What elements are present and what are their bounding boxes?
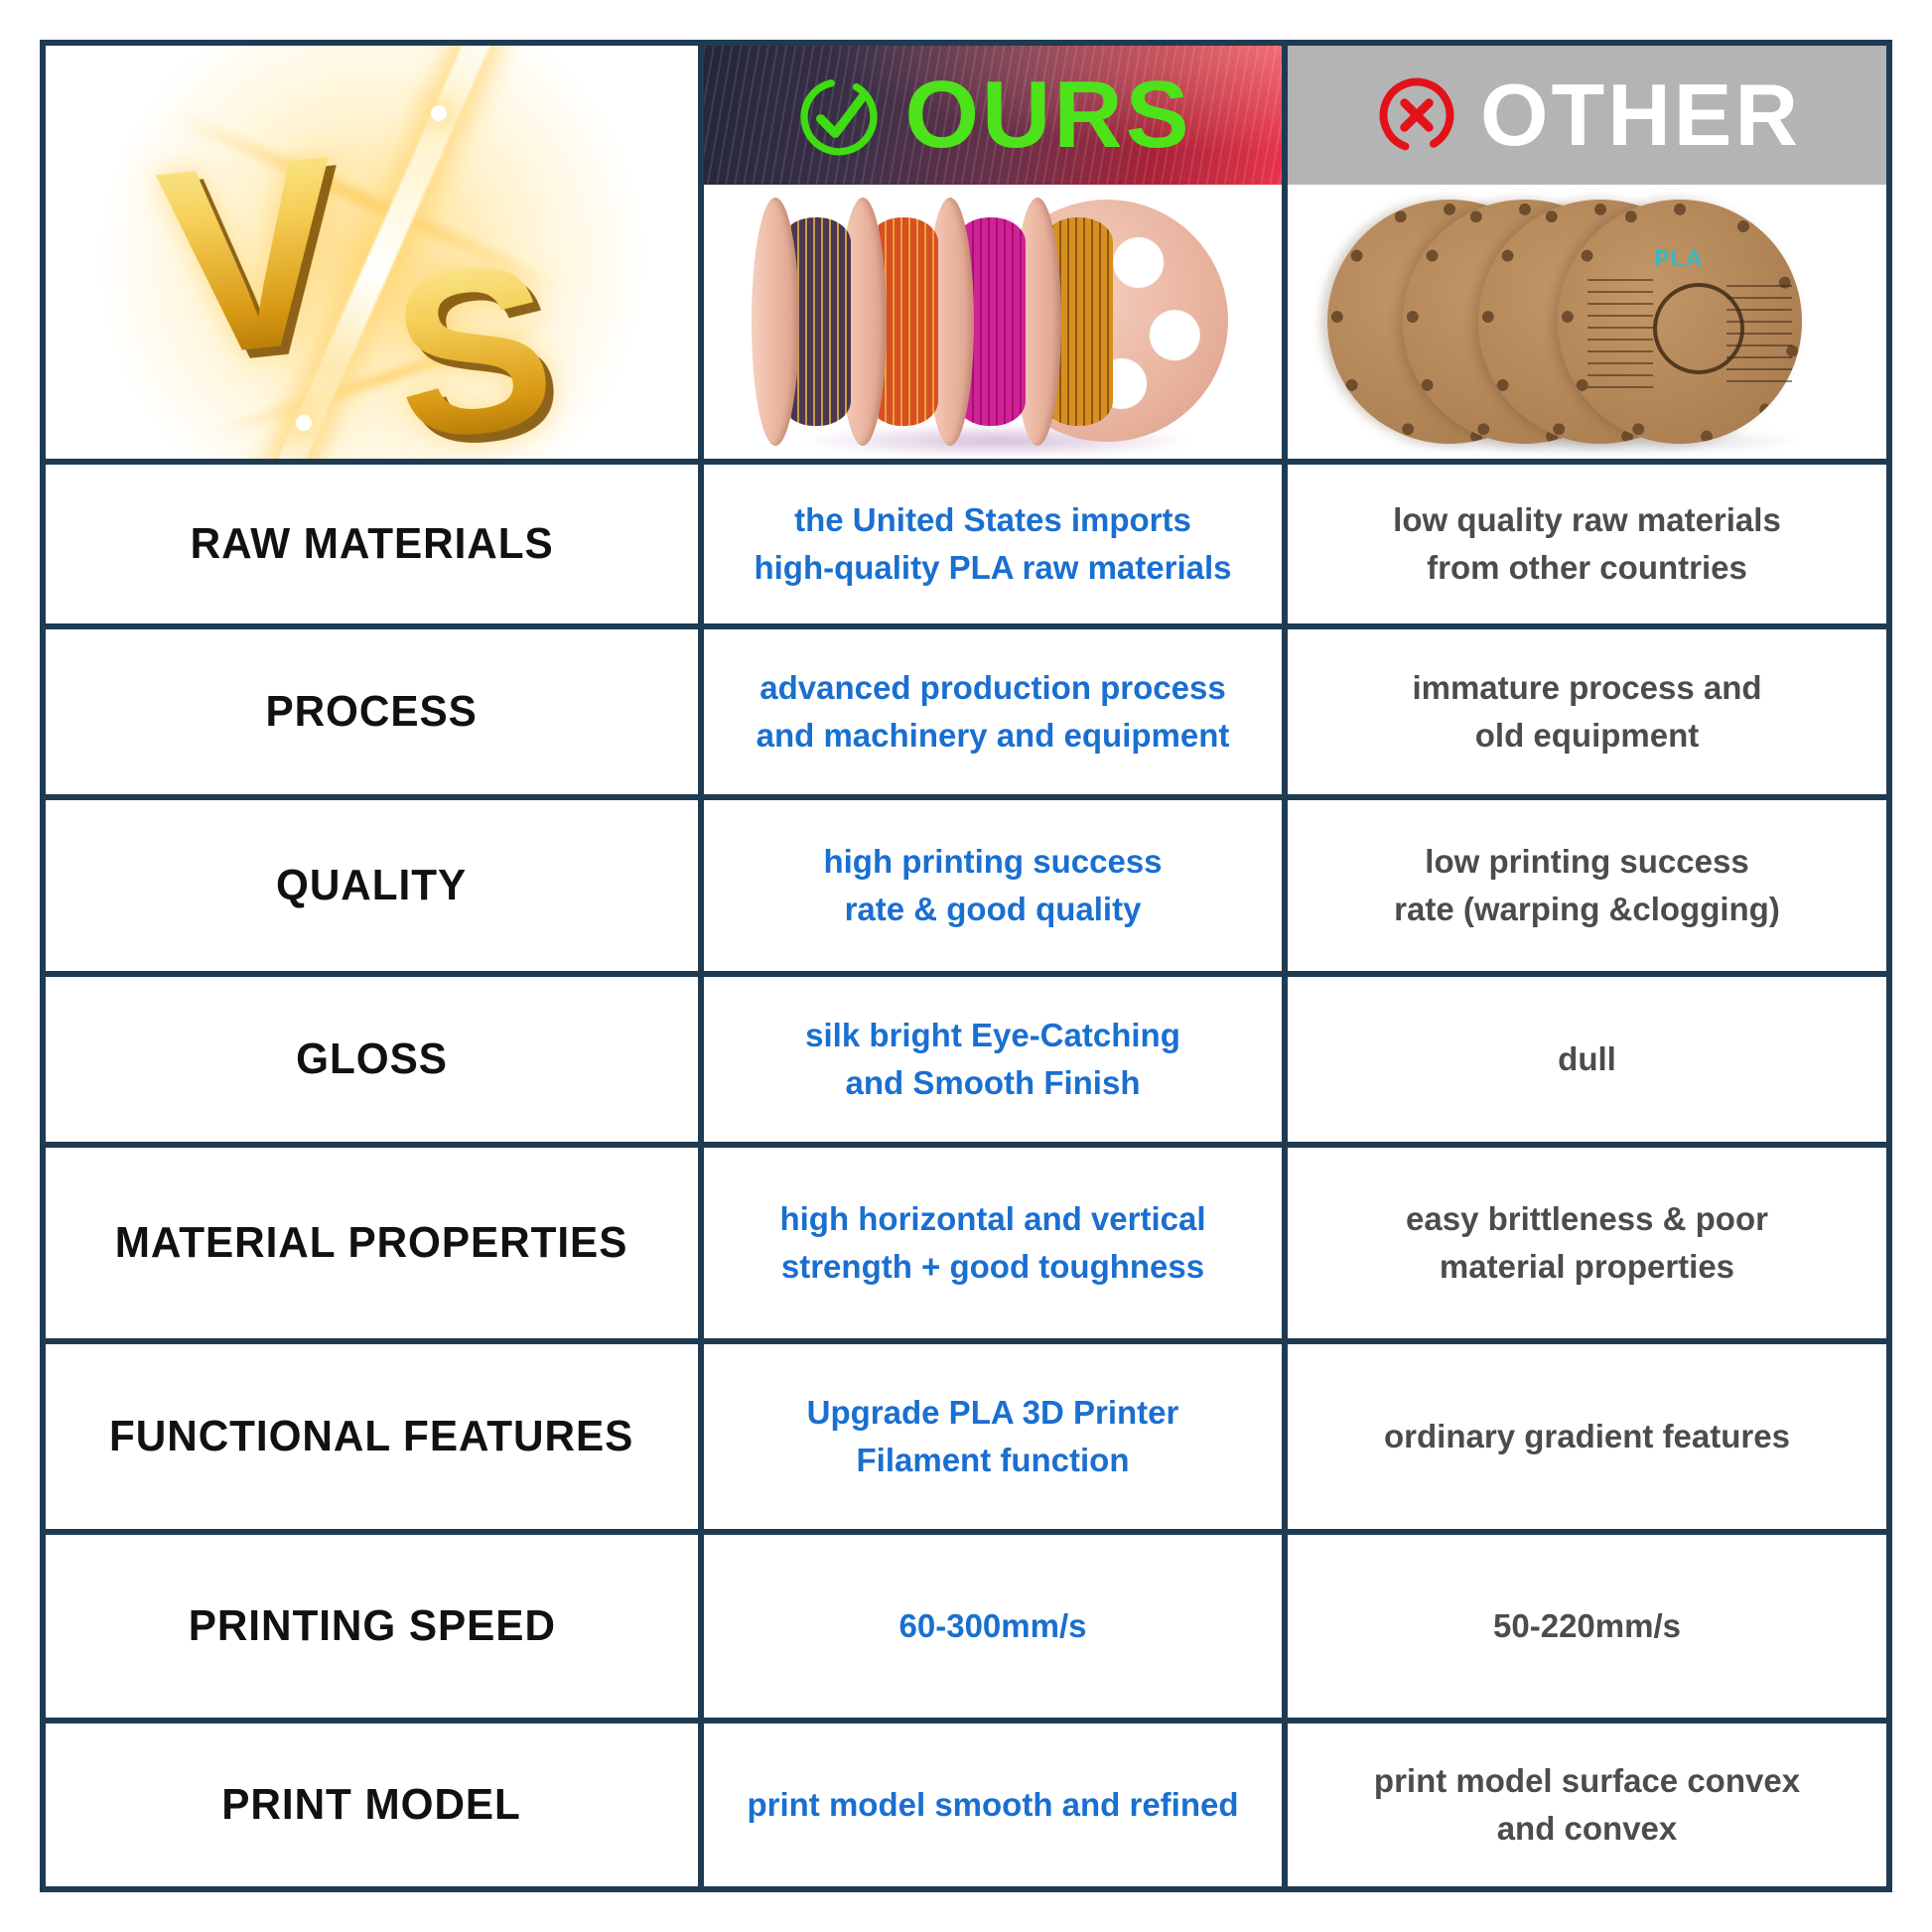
other-value-cell: immature process and old equipment <box>1288 629 1886 794</box>
other-value: low quality raw materials from other cou… <box>1393 501 1781 586</box>
spool-fine-print <box>1587 279 1653 398</box>
ours-value: 60-300mm/s <box>898 1607 1087 1645</box>
header-vs-cell: V S <box>46 46 698 459</box>
other-product-photo: PLA <box>1288 185 1886 459</box>
row-label-cell: PRINT MODEL <box>46 1724 698 1886</box>
ours-title: OURS <box>904 62 1192 168</box>
header-ours-cell: OURS <box>704 46 1282 459</box>
other-banner: OTHER <box>1288 46 1886 185</box>
spool-fine-print <box>1725 285 1792 388</box>
row-label: PRINTING SPEED <box>188 1601 556 1650</box>
ours-value-cell: high printing success rate & good qualit… <box>704 800 1282 971</box>
ours-value: Upgrade PLA 3D Printer Filament function <box>806 1394 1179 1478</box>
row-label: PROCESS <box>265 687 479 736</box>
other-spools-graphic: PLA <box>1319 192 1856 456</box>
ours-banner: OURS <box>704 46 1282 185</box>
row-label-cell: PRINTING SPEED <box>46 1535 698 1718</box>
ours-product-photo <box>704 185 1282 459</box>
other-value: dull <box>1558 1040 1616 1078</box>
ours-value: print model smooth and refined <box>747 1786 1239 1824</box>
row-label: FUNCTIONAL FEATURES <box>109 1412 634 1460</box>
other-value: ordinary gradient features <box>1384 1418 1790 1455</box>
row-label-cell: QUALITY <box>46 800 698 971</box>
ours-value-cell: print model smooth and refined <box>704 1724 1282 1886</box>
sparkle-icon <box>431 105 447 121</box>
row-label-cell: FUNCTIONAL FEATURES <box>46 1344 698 1529</box>
check-icon <box>800 78 878 156</box>
cross-icon <box>1379 77 1454 153</box>
other-value-cell: 50-220mm/s <box>1288 1535 1886 1718</box>
spool-brand-label: PLA <box>1654 245 1704 271</box>
row-label-cell: MATERIAL PROPERTIES <box>46 1148 698 1338</box>
row-label: RAW MATERIALS <box>190 519 554 568</box>
row-label-cell: GLOSS <box>46 977 698 1142</box>
other-value-cell: print model surface convex and convex <box>1288 1724 1886 1886</box>
other-value: 50-220mm/s <box>1493 1607 1681 1645</box>
other-value: easy brittleness & poor material propert… <box>1406 1200 1768 1285</box>
ours-value-cell: Upgrade PLA 3D Printer Filament function <box>704 1344 1282 1529</box>
ours-spools-graphic <box>740 192 1246 458</box>
row-label: PRINT MODEL <box>221 1780 522 1829</box>
vs-letter-s: S <box>382 212 565 459</box>
filament-spool <box>752 198 863 446</box>
other-value: low printing success rate (warping &clog… <box>1394 843 1780 927</box>
header-other-cell: OTHER PLA <box>1288 46 1886 459</box>
other-value-cell: easy brittleness & poor material propert… <box>1288 1148 1886 1338</box>
other-value-cell: dull <box>1288 977 1886 1142</box>
row-label: QUALITY <box>276 861 468 909</box>
row-label-cell: PROCESS <box>46 629 698 794</box>
other-value-cell: low printing success rate (warping &clog… <box>1288 800 1886 971</box>
other-value: print model surface convex and convex <box>1373 1762 1801 1847</box>
ours-value: advanced production process and machiner… <box>756 669 1230 754</box>
other-value: immature process and old equipment <box>1412 669 1762 754</box>
row-label: MATERIAL PROPERTIES <box>115 1218 628 1267</box>
ours-value: silk bright Eye-Catching and Smooth Fini… <box>805 1017 1180 1101</box>
ours-value-cell: silk bright Eye-Catching and Smooth Fini… <box>704 977 1282 1142</box>
cardboard-spool: PLA <box>1557 200 1802 444</box>
row-label-cell: RAW MATERIALS <box>46 465 698 623</box>
ours-value: the United States imports high-quality P… <box>754 501 1232 586</box>
ours-value-cell: advanced production process and machiner… <box>704 629 1282 794</box>
other-title: OTHER <box>1480 66 1801 164</box>
ours-value-cell: 60-300mm/s <box>704 1535 1282 1718</box>
other-value-cell: low quality raw materials from other cou… <box>1288 465 1886 623</box>
row-label: GLOSS <box>296 1035 448 1083</box>
ours-value: high horizontal and vertical strength + … <box>779 1200 1206 1285</box>
ours-value-cell: the United States imports high-quality P… <box>704 465 1282 623</box>
sparkle-icon <box>296 415 312 431</box>
ours-value-cell: high horizontal and vertical strength + … <box>704 1148 1282 1338</box>
other-value-cell: ordinary gradient features <box>1288 1344 1886 1529</box>
vs-letter-v: V <box>147 98 355 414</box>
comparison-table: V S OURS <box>40 40 1892 1892</box>
ours-value: high printing success rate & good qualit… <box>823 843 1163 927</box>
